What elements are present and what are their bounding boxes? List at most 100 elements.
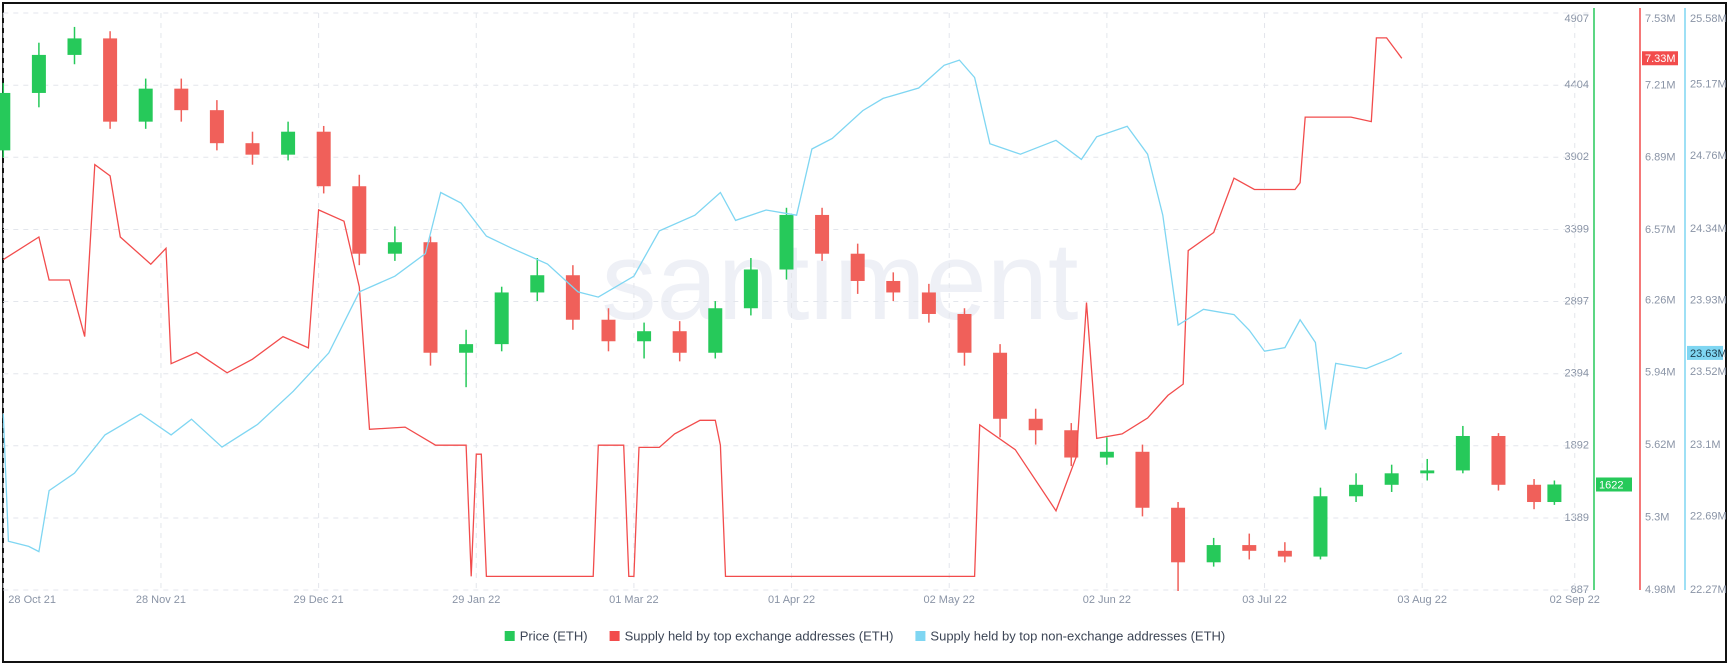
y2-tick-label: 6.89M xyxy=(1645,152,1676,164)
candle-body xyxy=(850,253,865,281)
candle-body xyxy=(245,143,260,155)
candle-body xyxy=(103,38,118,122)
legend-swatch xyxy=(609,631,620,641)
y2-tick-label: 4.98M xyxy=(1645,584,1676,596)
last-value-label: 7.33M xyxy=(1645,53,1676,65)
x-tick-label: 03 Aug 22 xyxy=(1397,594,1447,606)
y2-tick-label: 5.3M xyxy=(1645,511,1669,523)
candle-body xyxy=(1455,435,1470,471)
last-value-label: 1622 xyxy=(1599,479,1623,491)
candle-body xyxy=(637,331,652,342)
candle-body xyxy=(565,275,580,320)
candle-body xyxy=(174,88,189,111)
last-value-badge xyxy=(1596,477,1632,492)
candle-body xyxy=(1384,473,1399,485)
y-tick-label: 1892 xyxy=(1565,440,1589,452)
candle-body xyxy=(1242,545,1257,551)
y3-tick-label: 25.58M xyxy=(1690,13,1727,25)
legend-swatch xyxy=(915,631,926,641)
legend-label: Supply held by top exchange addresses (E… xyxy=(625,628,894,643)
candle-body xyxy=(1028,418,1043,431)
candle-body xyxy=(281,131,296,155)
candle-body xyxy=(815,214,830,254)
candle-body xyxy=(957,313,972,353)
y3-tick-label: 23.1M xyxy=(1690,439,1721,451)
legend-label: Price (ETH) xyxy=(520,628,588,643)
candle-body xyxy=(316,131,331,187)
candle-body xyxy=(993,352,1008,419)
candle-body xyxy=(1277,550,1292,557)
candle-body xyxy=(1064,430,1079,458)
candle-body xyxy=(1420,470,1435,474)
candle-body xyxy=(779,214,794,270)
candle-body xyxy=(530,275,545,293)
x-tick-label: 02 Sep 22 xyxy=(1550,594,1600,606)
y2-tick-label: 6.26M xyxy=(1645,294,1676,306)
y-tick-label: 3902 xyxy=(1565,151,1589,163)
candle-body xyxy=(1171,507,1186,563)
candle-body xyxy=(494,292,509,345)
y3-tick-label: 22.69M xyxy=(1690,511,1727,523)
candle-body xyxy=(1491,435,1506,485)
y2-tick-label: 5.94M xyxy=(1645,367,1676,379)
candle-body xyxy=(209,110,224,144)
last-value-badge xyxy=(1687,345,1723,360)
candle-body xyxy=(1313,496,1328,557)
x-tick-label: 01 Apr 22 xyxy=(768,594,815,606)
y3-tick-label: 24.34M xyxy=(1690,223,1727,235)
x-tick-label: 29 Jan 22 xyxy=(452,594,500,606)
candle-body xyxy=(31,54,46,93)
y-tick-label: 1389 xyxy=(1565,512,1589,524)
y3-tick-label: 25.17M xyxy=(1690,78,1727,90)
y-tick-label: 4404 xyxy=(1565,79,1589,91)
candle-body xyxy=(387,242,402,254)
candle-body xyxy=(67,38,82,55)
candle-body xyxy=(1527,484,1542,503)
candle-body xyxy=(1547,484,1562,503)
watermark: santiment xyxy=(602,220,1079,343)
y-tick-label: 2394 xyxy=(1565,368,1589,380)
series-line xyxy=(2,59,1403,553)
candle-body xyxy=(352,186,367,254)
y3-tick-label: 23.52M xyxy=(1690,366,1727,378)
candle-body xyxy=(1206,545,1221,563)
series-line xyxy=(2,37,1403,578)
y3-tick-label: 23.93M xyxy=(1690,295,1727,307)
y2-tick-label: 5.62M xyxy=(1645,439,1676,451)
candle-body xyxy=(601,319,616,342)
legend: Price (ETH) Supply held by top exchange a… xyxy=(504,628,1225,643)
x-tick-label: 02 May 22 xyxy=(924,594,975,606)
y-tick-label: 4907 xyxy=(1565,13,1589,25)
y-tick-label: 3399 xyxy=(1565,223,1589,235)
last-value-label: 23.63M xyxy=(1690,348,1727,360)
candle-body xyxy=(0,92,11,151)
y-tick-label: 2897 xyxy=(1565,295,1589,307)
x-tick-label: 28 Oct 21 xyxy=(8,594,56,606)
candle-body xyxy=(459,344,474,353)
x-tick-label: 02 Jun 22 xyxy=(1083,594,1131,606)
legend-label: Supply held by top non-exchange addresse… xyxy=(930,628,1225,643)
candle-body xyxy=(1099,451,1114,458)
candle-body xyxy=(1349,484,1364,497)
y2-tick-label: 7.53M xyxy=(1645,13,1676,25)
y2-tick-label: 7.21M xyxy=(1645,79,1676,91)
candle-body xyxy=(138,88,153,122)
candle-body xyxy=(1135,451,1150,508)
candle-body xyxy=(743,269,758,309)
candle-body xyxy=(886,280,901,293)
x-tick-label: 28 Nov 21 xyxy=(136,594,186,606)
x-tick-label: 29 Dec 21 xyxy=(294,594,344,606)
legend-swatch xyxy=(504,631,515,641)
y3-tick-label: 24.76M xyxy=(1690,150,1727,162)
y3-tick-label: 22.27M xyxy=(1690,584,1727,596)
candle-body xyxy=(672,331,687,353)
candle-body xyxy=(921,292,936,314)
last-value-badge xyxy=(1642,51,1678,66)
candle-body xyxy=(708,308,723,353)
x-tick-label: 01 Mar 22 xyxy=(609,594,659,606)
y2-tick-label: 6.57M xyxy=(1645,224,1676,236)
candle-body xyxy=(423,242,438,353)
x-tick-label: 03 Jul 22 xyxy=(1242,594,1287,606)
